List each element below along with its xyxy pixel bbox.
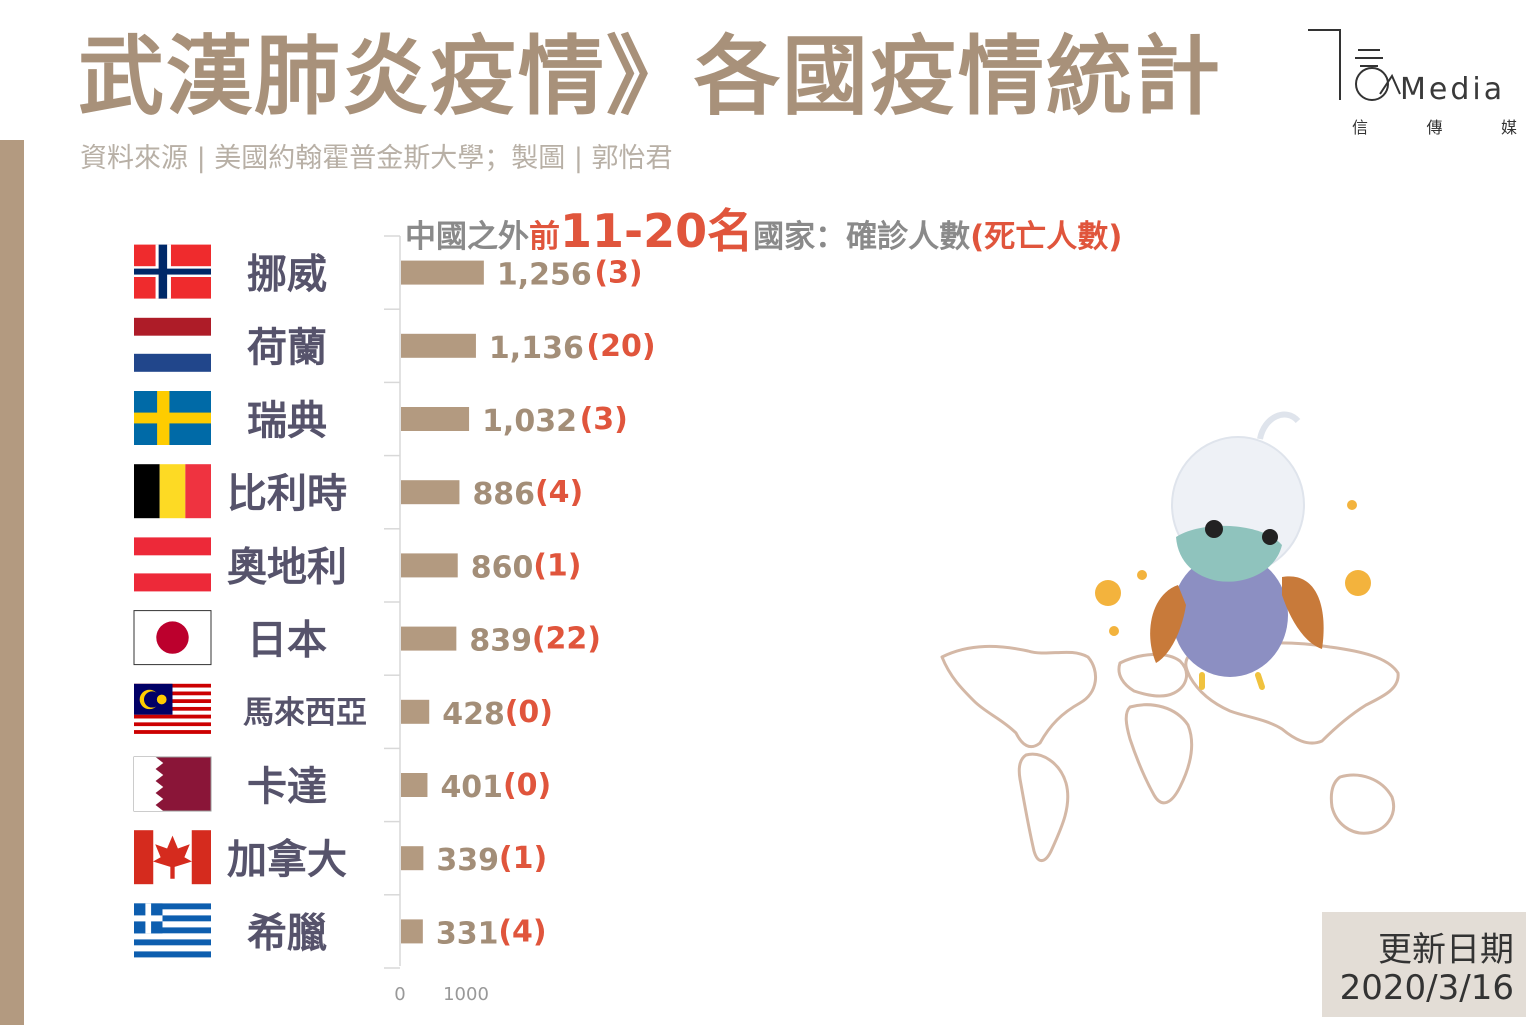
confirmed-value-label: 1,136: [489, 331, 584, 366]
confirmed-bar: [401, 846, 424, 871]
chart-title: 中國之外前11-20名國家：確診人數(死亡人數): [405, 195, 1122, 261]
confirmed-value-label: 839: [469, 624, 532, 659]
confirmed-bar: [401, 407, 470, 431]
confirmed-bar: [401, 919, 423, 944]
media-logo: [1308, 29, 1401, 101]
death-value-label: (3): [580, 402, 628, 437]
confirmed-bar: [401, 699, 430, 724]
death-value-label: (3): [594, 256, 642, 291]
death-value-label: (0): [503, 768, 551, 803]
chart-title-rank: 11-20名: [560, 204, 754, 258]
qatar-flag-icon: [133, 756, 212, 812]
confirmed-bar: [401, 626, 457, 651]
malaysia-flag-icon: [134, 683, 211, 738]
country-label: 加拿大: [227, 837, 347, 883]
sweden-flag-icon: [134, 391, 211, 445]
confirmed-value-label: 331: [436, 916, 499, 951]
belgium-flag-icon: [134, 464, 211, 519]
norway-flag-icon: [134, 244, 211, 299]
confirmed-value-label: 886: [472, 477, 535, 512]
confirmed-bar: [401, 333, 476, 358]
confirmed-value-label: 1,032: [482, 404, 577, 439]
death-value-label: (4): [535, 475, 583, 510]
death-value-label: (22): [532, 622, 601, 657]
japan-flag-icon: [133, 610, 212, 666]
x-tick-label: 0: [394, 984, 405, 1005]
update-date-box: 更新日期 2020/3/16: [1322, 912, 1526, 1017]
x-tick-label: 1000: [443, 984, 489, 1005]
chart-title-part: 國家：確診人數: [753, 219, 971, 255]
country-label: 日本: [247, 618, 327, 664]
country-label: 卡達: [247, 764, 327, 810]
logo-text: Media: [1400, 72, 1506, 107]
greece-flag-icon: [134, 903, 211, 958]
confirmed-value-label: 401: [440, 770, 503, 805]
confirmed-value-label: 1,256: [497, 258, 592, 293]
chart-title-part: (死亡人數): [970, 219, 1123, 255]
chart-title-part: 中國之外: [405, 219, 529, 255]
death-value-label: (1): [499, 841, 547, 876]
update-date: 2020/3/16: [1339, 968, 1514, 1008]
country-label: 挪威: [247, 252, 327, 298]
confirmed-value-label: 428: [442, 697, 505, 732]
death-value-label: (4): [498, 914, 546, 949]
confirmed-bar: [401, 480, 460, 505]
confirmed-value-label: 339: [436, 843, 499, 878]
source-credit: 資料來源 | 美國約翰霍普金斯大學；製圖 | 郭怡君: [80, 143, 673, 174]
canada-flag-icon: [134, 830, 211, 885]
netherlands-flag-icon: [134, 317, 211, 372]
page-title: 武漢肺炎疫情》各國疫情統計: [78, 27, 1222, 127]
confirmed-value-label: 860: [471, 550, 534, 585]
death-value-label: (1): [533, 548, 581, 583]
country-label: 希臘: [247, 910, 327, 956]
update-label: 更新日期: [1378, 930, 1514, 970]
logo-char: 媒: [1500, 118, 1517, 137]
death-value-label: (0): [505, 695, 553, 730]
logo-char: 信: [1352, 118, 1369, 137]
left-accent-bar: [0, 140, 24, 1025]
chart-title-part: 前: [529, 219, 560, 255]
country-label: 荷蘭: [247, 325, 327, 371]
confirmed-bar: [401, 553, 458, 578]
confirmed-bar: [401, 260, 484, 285]
mascot-world-map-illustration: [940, 411, 1400, 862]
confirmed-bar: [401, 773, 428, 797]
austria-flag-icon: [134, 537, 211, 592]
country-label: 奧地利: [227, 544, 347, 590]
logo-char: 傳: [1426, 118, 1443, 137]
country-label: 比利時: [227, 471, 347, 517]
country-label: 瑞典: [247, 398, 327, 444]
death-value-label: (20): [586, 329, 655, 364]
logo-subtitle: 信 傳 媒: [1352, 114, 1517, 138]
country-label: 馬來西亞: [243, 695, 367, 731]
